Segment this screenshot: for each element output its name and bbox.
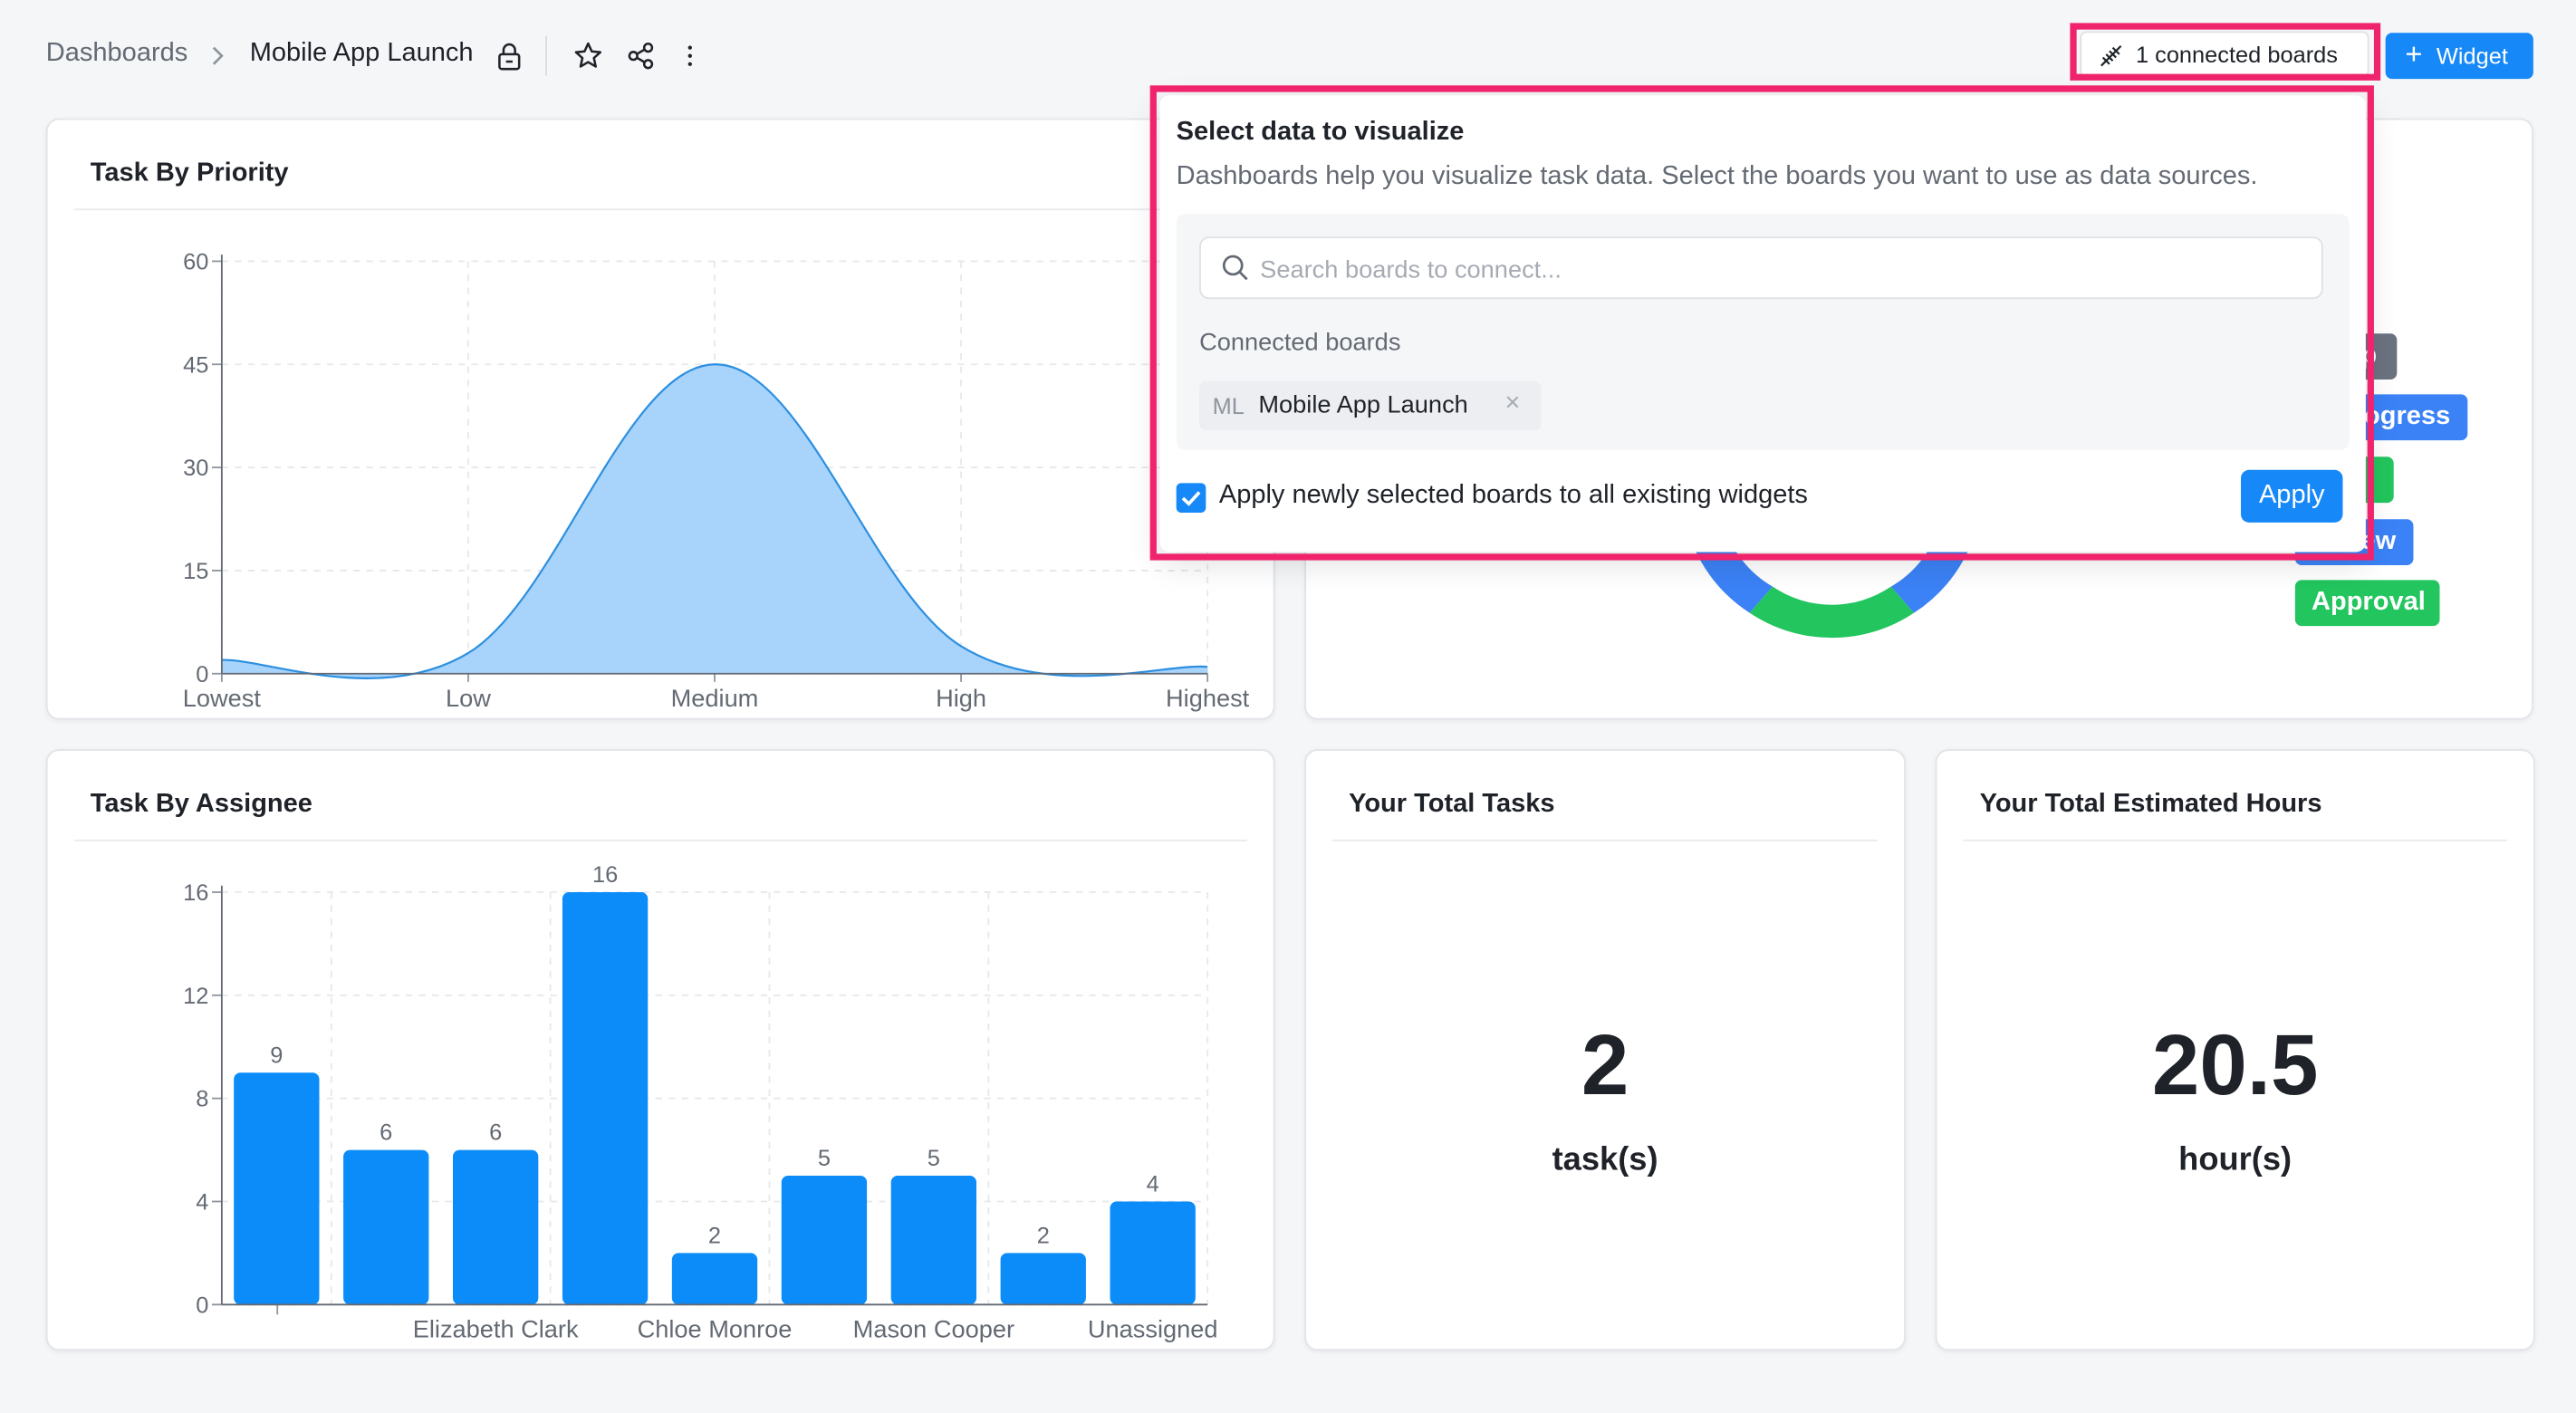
card-title: Task By Assignee [90,790,312,819]
remove-board-icon[interactable]: × [1504,389,1521,418]
task-by-assignee-card: Task By Assignee 0 4 8 12 16 9 6 6 Elizabeth Cla… [45,749,1275,1351]
chevron-right-icon [212,46,224,65]
x-tick-label: Mason Cooper [853,1315,1014,1343]
card-divider [73,839,1247,841]
apply-button-label: Apply [2258,481,2325,510]
lock-icon[interactable] [493,40,525,72]
x-tick-label: Elizabeth Clark [413,1315,579,1343]
assignee-bar-chart: 0 4 8 12 16 9 6 6 Elizabeth Clark 16 2 Chloe Monroe… [183,862,1218,1343]
more-vertical-icon[interactable] [674,40,706,72]
plus-icon: + [2405,37,2423,72]
y-tick-label: 15 [183,559,208,584]
apply-all-checkbox[interactable] [1176,483,1206,513]
card-divider [73,208,1247,211]
card-divider [1963,839,2507,841]
plug-icon [2100,45,2122,67]
series-line [221,363,1208,679]
data-label: 5 [928,1146,940,1171]
bar [234,1072,320,1305]
y-tick-label: 0 [196,662,208,687]
total-tasks-value: 2 [1581,1018,1629,1114]
area-fill [221,364,1208,678]
total-hours-unit: hour(s) [2178,1141,2292,1178]
popover-description: Dashboards help you visualize task data.… [1176,162,2258,191]
task-by-priority-card: Task By Priority 0 15 30 45 60 Lowest Low Mediu… [45,118,1275,720]
card-divider [1331,839,1879,841]
apply-button[interactable]: Apply [2241,469,2343,523]
page-title: Mobile App Launch [249,39,474,68]
connected-boards-label: 1 connected boards [2135,41,2339,68]
header-divider [545,35,547,76]
data-label: 2 [708,1224,721,1249]
bar [1000,1253,1086,1305]
data-label: 16 [592,862,618,888]
bar [453,1149,539,1305]
bar [343,1149,429,1305]
board-chip: ML Mobile App Launch × [1199,380,1542,431]
total-hours-value: 20.5 [2151,1018,2319,1114]
add-widget-button[interactable]: + Widget [2385,33,2533,80]
total-tasks-unit: task(s) [1552,1141,1658,1178]
y-tick-label: 45 [183,352,208,378]
board-picker-panel: Connected boards ML Mobile App Launch × [1176,213,2350,451]
board-chip-abbr: ML [1212,392,1245,419]
search-boards-input[interactable] [1256,249,2283,290]
status-pill-label: Approval [2312,588,2426,617]
status-pill: ogress [2357,394,2468,441]
search-icon [1222,255,1248,281]
bar [1110,1201,1196,1305]
x-tick-label: High [936,684,986,712]
y-tick-label: 12 [183,984,208,1009]
x-tick-label: Low [446,684,491,712]
connected-boards-button[interactable]: 1 connected boards [2080,31,2369,78]
share-icon[interactable] [624,40,657,72]
total-tasks-card: Your Total Tasks 2 task(s) [1304,749,1907,1351]
star-icon[interactable] [572,40,604,72]
total-hours-card: Your Total Estimated Hours 20.5 hour(s) [1935,749,2535,1351]
board-search [1199,236,2323,300]
x-tick-label: Lowest [183,684,262,712]
bar [781,1176,868,1305]
data-label: 6 [380,1120,392,1146]
y-tick-label: 16 [183,880,208,906]
y-tick-label: 30 [183,456,208,481]
card-title: Task By Priority [90,159,289,187]
priority-area-chart: 0 15 30 45 60 Lowest Low Medium High Highest [183,249,1250,712]
checkmark-icon [1181,491,1201,506]
y-tick-label: 60 [183,249,208,274]
status-pill: Approval [2294,580,2440,627]
x-tick-label: Medium [671,684,759,712]
data-label: 5 [818,1146,831,1171]
y-tick-label: 4 [196,1190,208,1216]
bar [890,1176,977,1305]
board-chip-name: Mobile App Launch [1258,390,1468,419]
popover-title: Select data to visualize [1176,118,1465,147]
breadcrumb-root[interactable]: Dashboards [45,39,188,68]
y-tick-label: 8 [196,1087,208,1112]
y-tick-label: 0 [196,1293,208,1318]
connected-boards-heading: Connected boards [1199,328,1401,357]
data-label: 6 [489,1120,502,1146]
bar [562,892,649,1305]
status-pill-label: ew [2360,527,2397,556]
status-pill-label: ogress [2364,402,2451,431]
card-title: Your Total Estimated Hours [1979,790,2322,819]
donut-segment [1749,586,1915,639]
x-tick-label: Highest [1166,684,1250,712]
data-label: 4 [1147,1172,1159,1197]
x-tick-label: Unassigned [1088,1315,1218,1343]
x-tick-label: Chloe Monroe [638,1315,793,1343]
add-widget-label: Widget [2436,43,2508,70]
data-label: 2 [1037,1224,1050,1249]
select-boards-popover: Select data to visualize Dashboards help… [1159,95,2366,553]
card-title: Your Total Tasks [1349,790,1555,819]
apply-all-label[interactable]: Apply newly selected boards to all exist… [1218,481,1808,510]
data-label: 9 [270,1043,283,1068]
bar [671,1253,758,1305]
